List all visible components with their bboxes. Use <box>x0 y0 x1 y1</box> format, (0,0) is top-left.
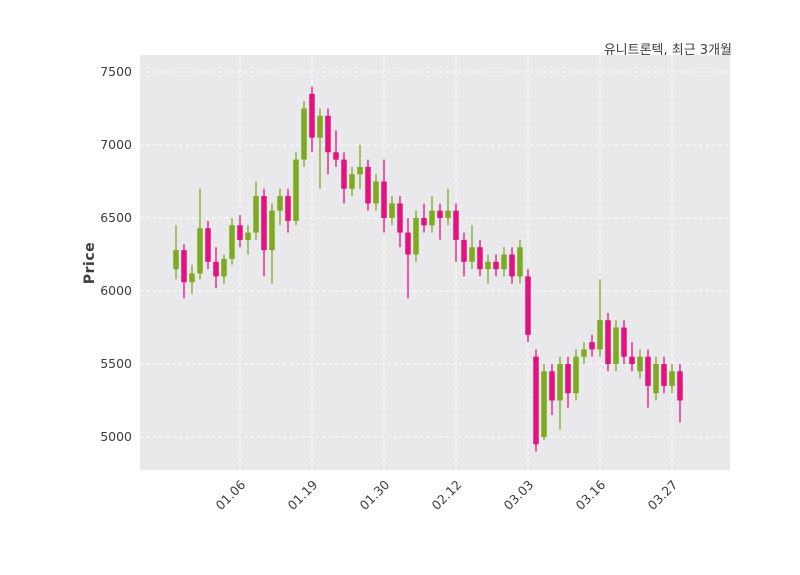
candle-body <box>325 115 331 153</box>
candle-body <box>677 371 683 401</box>
candle-body <box>589 342 595 350</box>
x-tick-label: 01.30 <box>356 477 393 513</box>
y-tick-label: 5500 <box>100 356 132 371</box>
candle-body <box>621 327 627 357</box>
candle-body <box>613 327 619 364</box>
candle-body <box>341 159 347 189</box>
candle-body <box>197 228 203 274</box>
candle-body <box>405 232 411 255</box>
candle-body <box>317 115 323 138</box>
candle-body <box>213 261 219 277</box>
candle-body <box>333 152 339 160</box>
candle-body <box>205 228 211 262</box>
candle-body <box>269 210 275 251</box>
candle-body <box>237 225 243 240</box>
candle-body <box>429 210 435 226</box>
x-tick-label: 03.16 <box>572 477 609 513</box>
y-tick-label: 7500 <box>100 64 132 79</box>
candle-body <box>445 210 451 218</box>
x-tick-label: 01.19 <box>284 477 321 513</box>
candle-body <box>261 196 267 251</box>
plot-area <box>140 55 730 470</box>
candle-body <box>565 364 571 394</box>
candle-body <box>309 93 315 138</box>
candle-body <box>301 108 307 160</box>
candle-body <box>229 225 235 259</box>
candle-body <box>605 320 611 364</box>
candle-body <box>413 218 419 255</box>
candle-body <box>357 166 363 175</box>
candle-body <box>293 159 299 221</box>
candle-body <box>181 250 187 283</box>
candle-body <box>277 196 283 211</box>
candle-body <box>669 371 675 386</box>
candle-body <box>389 203 395 218</box>
candle-body <box>453 210 459 240</box>
candle-body <box>501 254 507 270</box>
x-tick-label: 03.27 <box>644 477 681 513</box>
candle-body <box>253 196 259 233</box>
candle-body <box>645 356 651 386</box>
candle-body <box>437 210 443 218</box>
candle-body <box>461 239 467 262</box>
candle-body <box>541 371 547 437</box>
candle-body <box>637 356 643 372</box>
y-tick-label: 5000 <box>100 429 132 444</box>
candle-body <box>469 247 475 262</box>
candle-body <box>533 356 539 445</box>
candle-body <box>493 261 499 270</box>
candle-body <box>525 276 531 335</box>
candle-body <box>349 174 355 189</box>
candle-body <box>477 247 483 270</box>
x-tick-label: 03.03 <box>500 477 537 513</box>
candle-body <box>381 181 387 218</box>
candle-body <box>549 371 555 401</box>
candle-body <box>365 166 371 204</box>
x-tick-label: 02.12 <box>428 477 465 513</box>
candle-body <box>597 320 603 350</box>
candle-body <box>653 364 659 394</box>
candle-body <box>221 258 227 277</box>
candle-body <box>629 356 635 364</box>
candle-body <box>581 349 587 357</box>
candle-body <box>573 356 579 394</box>
candle-body <box>189 273 195 283</box>
candle-body <box>245 232 251 240</box>
y-tick-label: 6500 <box>100 210 132 225</box>
candle-body <box>661 364 667 386</box>
candle-body <box>557 364 563 401</box>
candle-body <box>373 181 379 204</box>
candle-body <box>173 250 179 270</box>
chart-title: 유니트론텍, 최근 3개월 <box>603 43 732 58</box>
y-tick-label: 7000 <box>100 137 132 152</box>
y-axis-label: Price <box>82 241 98 285</box>
candle-body <box>285 196 291 221</box>
candle-body <box>509 254 515 277</box>
y-tick-label: 6000 <box>100 283 132 298</box>
candlestick-svg <box>140 55 730 470</box>
candle-body <box>421 218 427 226</box>
candle-body <box>397 203 403 233</box>
candle-body <box>485 261 491 270</box>
x-tick-label: 01.06 <box>212 477 249 513</box>
candle-body <box>517 247 523 277</box>
